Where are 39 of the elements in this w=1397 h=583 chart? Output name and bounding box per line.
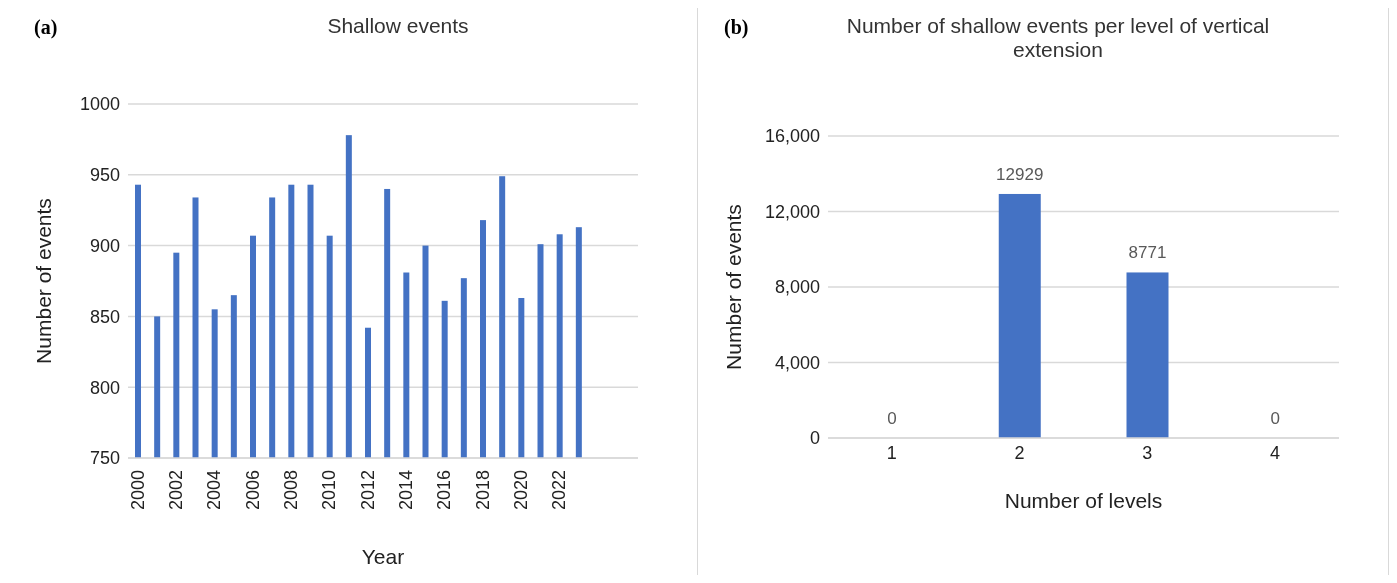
x-tick-label: 2004 — [204, 470, 225, 511]
x-tick-label: 2020 — [510, 470, 531, 511]
text: (b) — [724, 16, 749, 39]
chart-title: Number of shallow events per level of vertical extension — [845, 14, 1271, 62]
y-tick-label: 8,000 — [774, 277, 820, 298]
x-axis-title: Number of levels — [1004, 489, 1163, 512]
y-tick-label: 16,000 — [764, 126, 820, 147]
x-tick-label: 2018 — [472, 470, 493, 511]
x-tick-label: 2008 — [280, 470, 301, 511]
x-axis-title: Year — [361, 545, 405, 568]
x-tick-label: 3 — [1142, 442, 1153, 463]
y-tick-label: 0 — [809, 428, 820, 449]
x-tick-label: 2012 — [357, 470, 378, 511]
x-tick-label: 4 — [1270, 442, 1281, 463]
x-tick-label: 2 — [1014, 442, 1025, 463]
x-tick-label: 2016 — [434, 470, 455, 511]
data-label: 0 — [1270, 409, 1280, 428]
y-tick-label: 1000 — [79, 94, 120, 115]
x-tick-label: 2006 — [242, 470, 263, 511]
text: (a) — [34, 16, 58, 39]
y-axis-title: Number of events — [722, 204, 746, 370]
y-tick-label: 900 — [89, 235, 120, 256]
x-tick-label: 2002 — [165, 470, 186, 511]
x-tick-label: 2000 — [127, 470, 148, 511]
y-axis-title: Number of events — [32, 198, 56, 364]
x-tick-label: 2014 — [395, 470, 416, 511]
y-tick-label: 12,000 — [764, 201, 820, 222]
x-tick-label: 1 — [886, 442, 897, 463]
data-label: 12929 — [996, 164, 1044, 184]
y-tick-label: 950 — [89, 165, 120, 186]
y-tick-label: 750 — [89, 448, 120, 469]
y-tick-label: 800 — [89, 377, 120, 398]
data-label: 0 — [887, 409, 897, 428]
y-tick-label: 850 — [89, 306, 120, 327]
y-tick-label: 4,000 — [774, 352, 820, 373]
x-tick-label: 2022 — [549, 470, 570, 511]
data-label: 8771 — [1128, 243, 1167, 263]
chart-title: Shallow events — [326, 14, 470, 38]
x-tick-label: 2010 — [319, 470, 340, 511]
